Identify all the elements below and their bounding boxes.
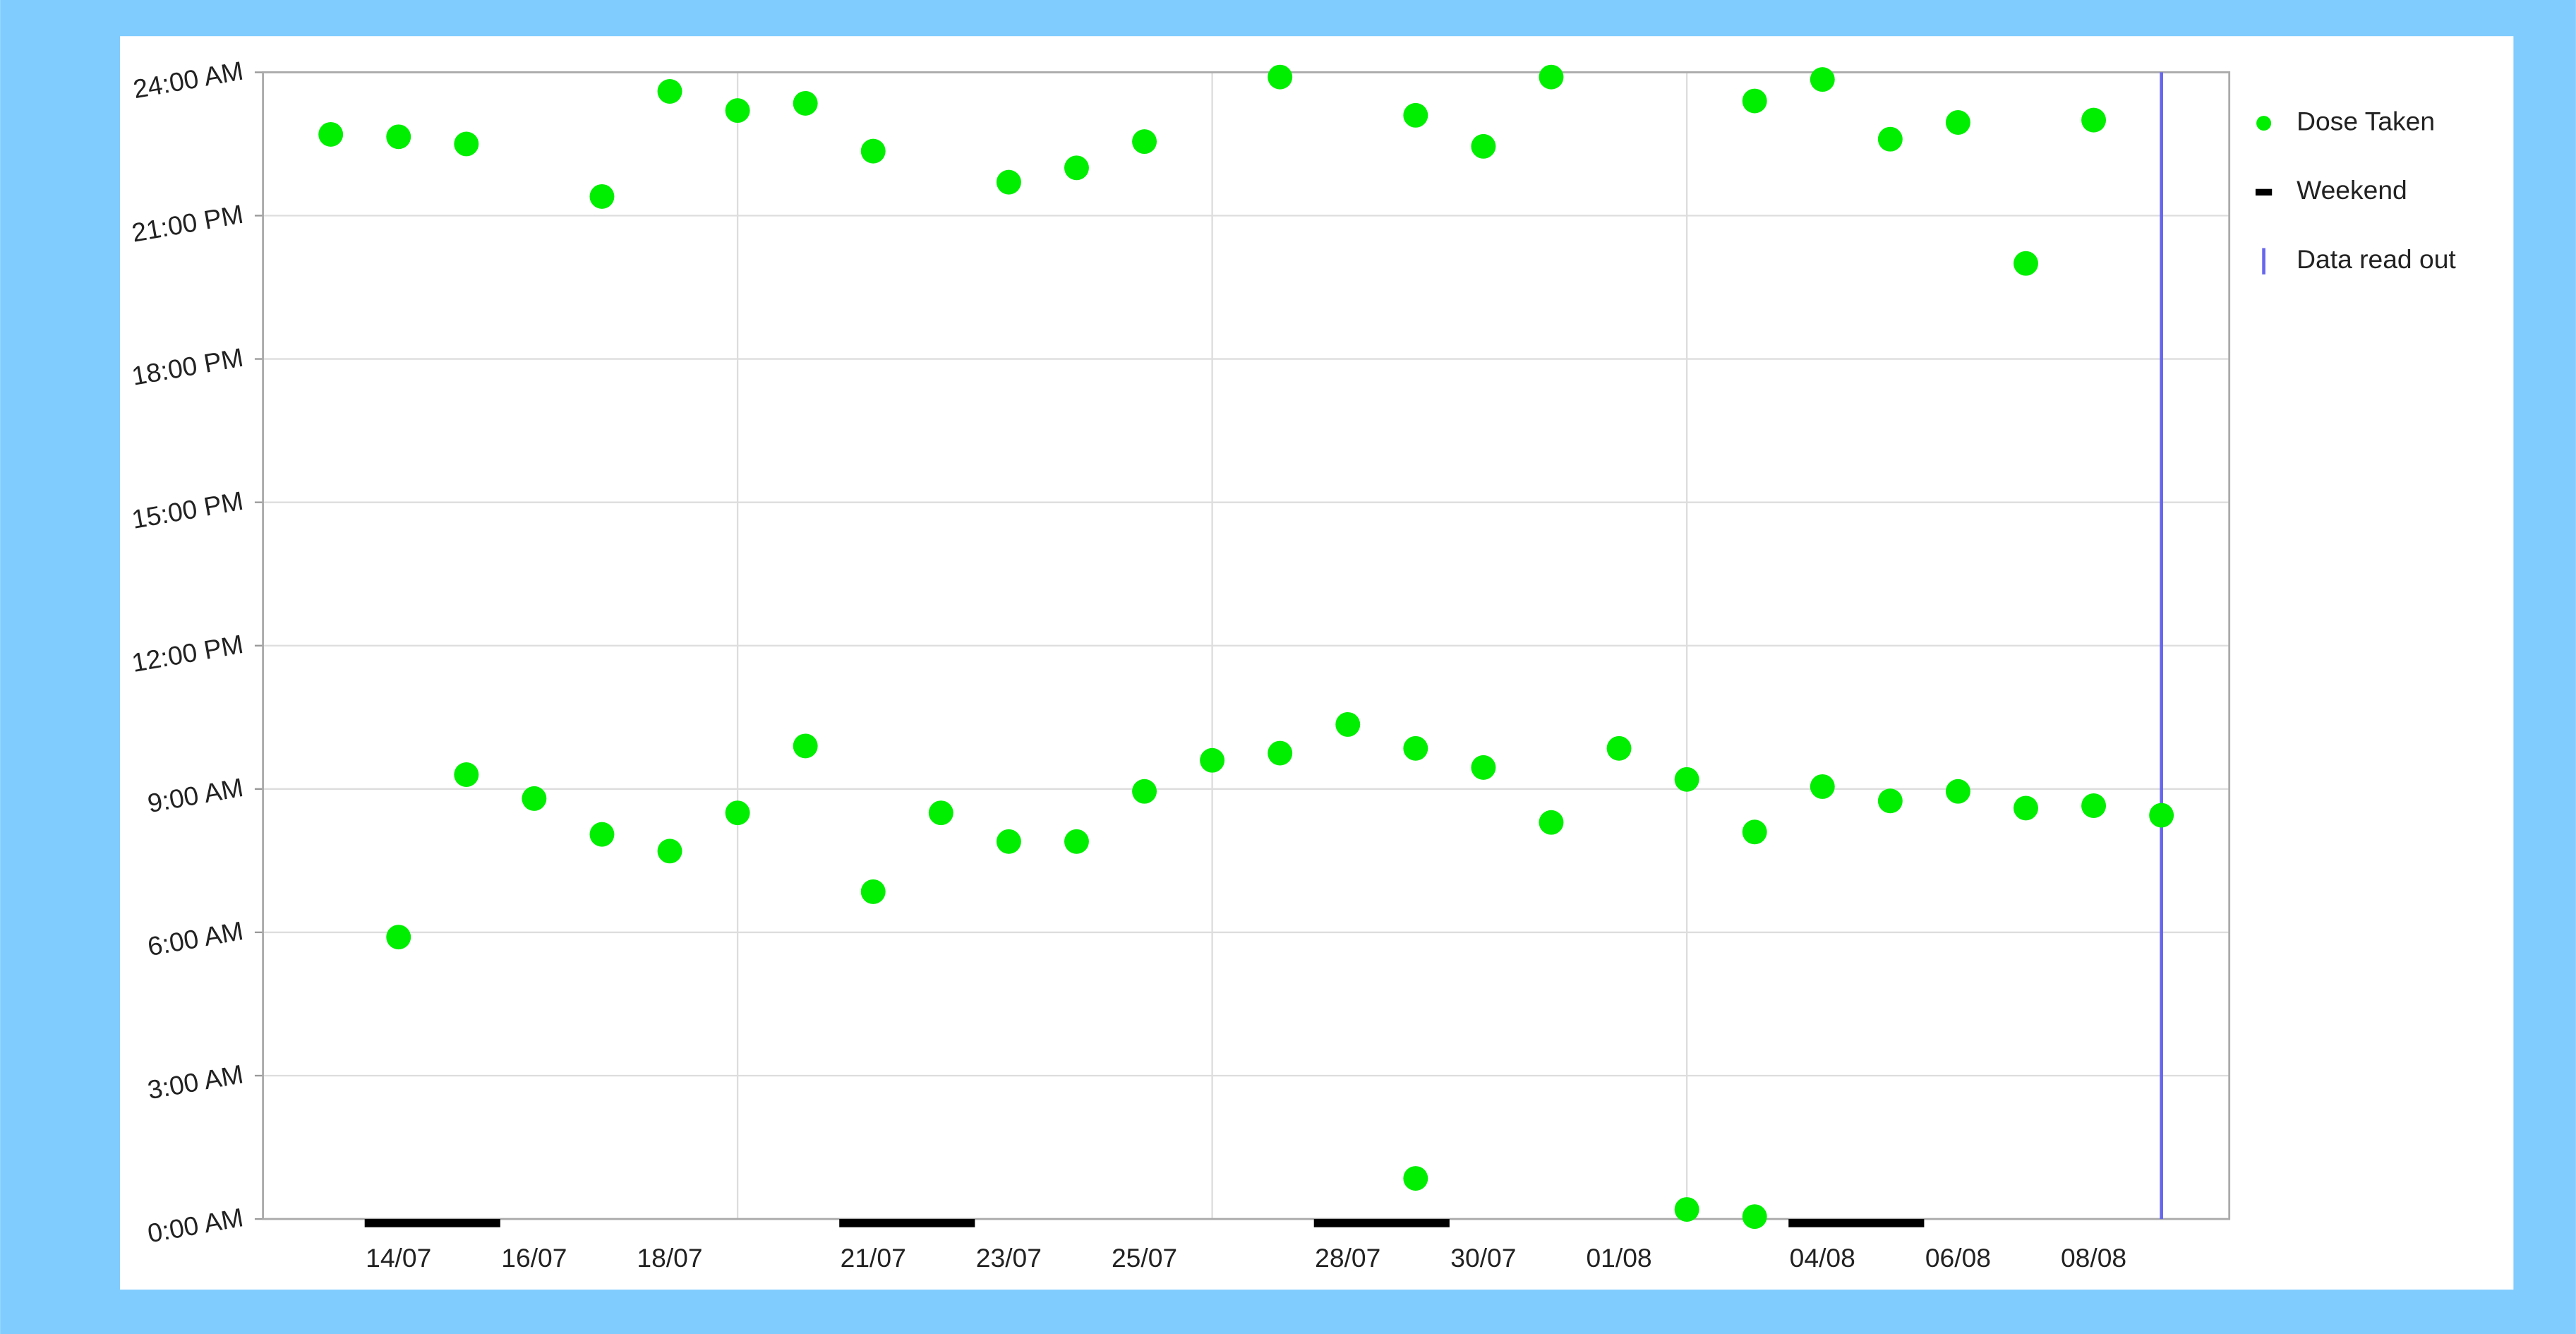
data-point bbox=[996, 829, 1021, 854]
data-point bbox=[1539, 64, 1564, 90]
data-point bbox=[1674, 1197, 1699, 1222]
data-point bbox=[454, 762, 479, 787]
data-point bbox=[1877, 126, 1903, 152]
weekend-bar bbox=[1313, 1219, 1450, 1227]
x-tick-label: 06/08 bbox=[1925, 1243, 1991, 1273]
data-point bbox=[928, 800, 953, 826]
data-point bbox=[1403, 735, 1428, 761]
data-point bbox=[1945, 110, 1970, 135]
data-point bbox=[1200, 747, 1225, 773]
weekend-bar bbox=[364, 1219, 500, 1227]
x-tick-label: 04/08 bbox=[1790, 1243, 1855, 1273]
x-tick-label: 21/07 bbox=[841, 1243, 906, 1273]
data-point bbox=[1742, 819, 1767, 845]
weekend-bar bbox=[839, 1219, 975, 1227]
x-tick-label: 16/07 bbox=[501, 1243, 567, 1273]
data-point bbox=[1606, 735, 1632, 761]
data-point bbox=[1268, 740, 1293, 766]
data-point bbox=[1742, 88, 1767, 114]
data-point bbox=[386, 124, 411, 150]
data-point bbox=[2149, 803, 2174, 828]
data-point bbox=[657, 79, 682, 104]
data-point bbox=[1539, 810, 1564, 835]
data-point bbox=[1403, 1166, 1428, 1191]
legend-label: Weekend bbox=[2297, 175, 2407, 205]
data-point bbox=[318, 121, 344, 147]
data-point bbox=[1064, 829, 1089, 854]
data-point bbox=[1471, 133, 1496, 159]
x-tick-label: 18/07 bbox=[637, 1243, 702, 1273]
data-point bbox=[860, 879, 886, 904]
data-point bbox=[386, 925, 411, 950]
data-point bbox=[522, 786, 547, 811]
data-point bbox=[1268, 64, 1293, 90]
data-point bbox=[1810, 774, 1835, 799]
data-point bbox=[1132, 129, 1157, 155]
data-point bbox=[860, 138, 886, 164]
data-point bbox=[1064, 155, 1089, 181]
data-point bbox=[725, 800, 750, 826]
x-tick-label: 28/07 bbox=[1315, 1243, 1380, 1273]
data-point bbox=[996, 169, 1021, 195]
x-tick-label: 01/08 bbox=[1586, 1243, 1651, 1273]
x-tick-label: 25/07 bbox=[1112, 1243, 1177, 1273]
data-point bbox=[1132, 779, 1157, 804]
data-point bbox=[2014, 795, 2038, 821]
data-point bbox=[2014, 251, 2038, 276]
data-point bbox=[793, 733, 818, 759]
data-point bbox=[2081, 793, 2107, 818]
data-point bbox=[1810, 67, 1835, 92]
data-point bbox=[589, 822, 615, 847]
data-point bbox=[2081, 107, 2107, 133]
data-point bbox=[1403, 102, 1428, 128]
data-point bbox=[1471, 755, 1496, 780]
data-point bbox=[589, 184, 615, 209]
legend-marker bbox=[2256, 116, 2272, 131]
chart-panel bbox=[120, 36, 2514, 1290]
data-point bbox=[793, 90, 818, 116]
data-point bbox=[725, 98, 750, 124]
data-point bbox=[1945, 779, 1970, 804]
data-point bbox=[1742, 1204, 1767, 1230]
data-point bbox=[1674, 767, 1699, 792]
plot-frame bbox=[262, 71, 2231, 1220]
data-point bbox=[1335, 711, 1361, 737]
x-tick-label: 14/07 bbox=[366, 1243, 431, 1273]
legend-label: Dose Taken bbox=[2297, 106, 2435, 136]
x-tick-label: 30/07 bbox=[1450, 1243, 1516, 1273]
x-tick-label: 08/08 bbox=[2061, 1243, 2126, 1273]
data-point bbox=[1877, 788, 1903, 814]
data-point bbox=[657, 839, 682, 864]
data-point bbox=[454, 131, 479, 157]
legend-label: Data read out bbox=[2297, 244, 2456, 274]
legend-marker bbox=[2255, 188, 2273, 196]
x-tick-label: 23/07 bbox=[976, 1243, 1042, 1273]
weekend-bar bbox=[1788, 1219, 1925, 1227]
